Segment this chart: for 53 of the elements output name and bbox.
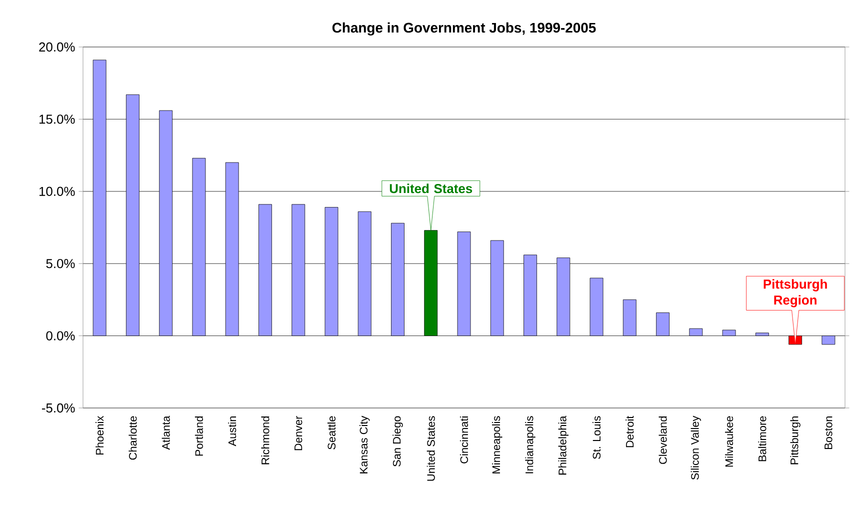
bar — [225, 162, 239, 336]
x-tick-label: San Diego — [392, 416, 403, 466]
annotation: Pittsburgh Region — [764, 279, 827, 308]
x-tick-label: Milwaukee — [725, 416, 734, 467]
y-tick-label: 5.0% — [46, 258, 75, 268]
x-tick-label: Indianapolis — [525, 416, 536, 474]
y-tick-label: 10.0% — [39, 186, 75, 196]
x-tick-label: Atlanta — [162, 416, 170, 450]
bar — [192, 158, 206, 336]
x-tick-label: Charlotte — [128, 416, 137, 460]
bar — [159, 110, 173, 336]
bar — [656, 312, 670, 336]
y-tick-label: 0.0% — [46, 331, 75, 340]
bar — [822, 336, 836, 345]
y-tick-label: 15.0% — [39, 114, 75, 124]
bar — [524, 254, 537, 336]
x-tick-label: Detroit — [626, 416, 634, 448]
x-tick-label: St. Louis — [592, 416, 601, 459]
x-tick-label: Seattle — [327, 416, 336, 450]
x-tick-label: Phoenix — [96, 416, 104, 454]
x-tick-label: Austin — [228, 416, 236, 446]
bar — [556, 258, 570, 336]
x-tick-label: Cincinnati — [460, 416, 468, 464]
x-tick-label: Philadelphia — [558, 416, 568, 475]
x-tick-label: Portland — [194, 416, 203, 456]
bar — [722, 330, 736, 336]
x-tick-label: Baltimore — [758, 416, 766, 462]
bar — [126, 94, 140, 336]
bar — [92, 60, 106, 336]
bar — [689, 328, 703, 336]
bar — [622, 299, 636, 336]
x-tick-label: Richmond — [261, 416, 270, 464]
bar — [590, 278, 604, 336]
bar — [391, 222, 404, 336]
x-tick-label: Minneapolis — [492, 416, 502, 474]
bar — [457, 232, 471, 336]
bar — [324, 207, 338, 336]
bar — [358, 211, 372, 336]
y-tick-label: 20.0% — [39, 42, 75, 52]
x-tick-label: United States — [426, 416, 435, 481]
y-tick-label: -5.0% — [42, 403, 75, 413]
bar — [258, 204, 272, 336]
annotation: United States — [390, 184, 472, 194]
bar — [755, 332, 769, 336]
x-tick-label: Kansas City — [360, 416, 370, 474]
x-tick-label: Denver — [294, 416, 302, 450]
bar — [490, 240, 504, 336]
x-tick-label: Boston — [824, 416, 832, 449]
chart-title: Change in Government Jobs, 1999-2005 — [332, 22, 596, 36]
x-tick-label: Pittsburgh — [790, 416, 800, 464]
x-tick-label: Cleveland — [658, 416, 667, 464]
bar — [292, 204, 306, 336]
x-tick-label: Silicon Valley — [690, 416, 702, 480]
